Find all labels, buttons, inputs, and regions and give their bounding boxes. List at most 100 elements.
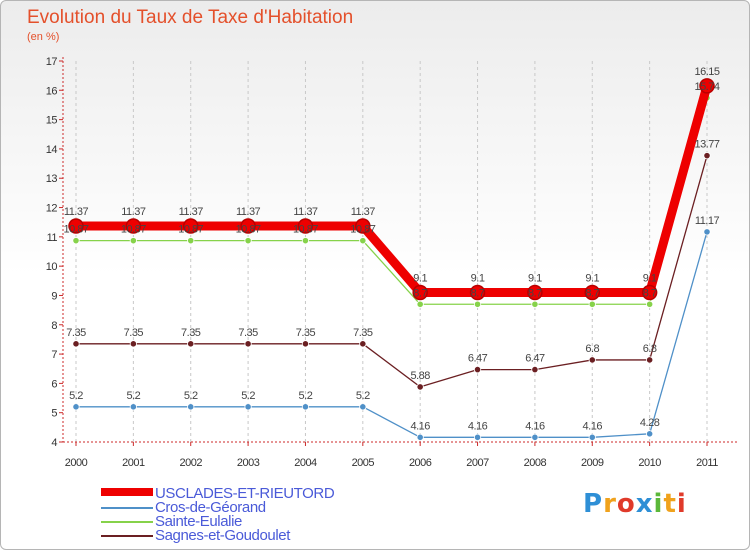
- x-tick-label-2005: 2005: [352, 457, 375, 469]
- data-label-cros-de-g-orand-2002: 5.2: [184, 390, 198, 402]
- data-label-usclades-et-rieutord-2005: 11.37: [351, 206, 376, 218]
- data-label-sainte-eulalie-2011: 15.74: [694, 81, 719, 93]
- x-tick-label-2003: 2003: [237, 457, 260, 469]
- data-label-sainte-eulalie-2004: 10.87: [293, 224, 318, 236]
- data-label-sainte-eulalie-2008: 8.7: [528, 287, 542, 299]
- chart-subtitle: (en %): [27, 31, 60, 43]
- point-sainte-eulalie-2007: [473, 300, 482, 308]
- point-sagnes-et-goudoulet-2007: [473, 366, 482, 374]
- point-sagnes-et-goudoulet-2004: [301, 340, 310, 348]
- logo-letter-6: i: [676, 489, 687, 519]
- data-label-usclades-et-rieutord-2010: 9.1: [643, 273, 657, 285]
- data-label-usclades-et-rieutord-2006: 9.1: [413, 273, 427, 285]
- data-label-cros-de-g-orand-2009: 4.16: [583, 420, 603, 432]
- legend-swatch-usclades: [101, 488, 153, 496]
- legend-swatch-sainte: [101, 521, 153, 523]
- point-sagnes-et-goudoulet-2006: [416, 383, 424, 391]
- logo-letter-5: t: [663, 489, 677, 519]
- x-tick-label-2006: 2006: [409, 457, 432, 469]
- logo-letter-0: P: [583, 489, 604, 519]
- data-label-sagnes-et-goudoulet-2001: 7.35: [124, 327, 144, 339]
- point-cros-de-g-orand-2010: [646, 430, 654, 438]
- y-tick-label-11: 11: [47, 232, 58, 244]
- axis-layer: 4 5 6 7 8 9 10 11 12 13 14 15 16 17 2000 2001 2002 2003 20…: [46, 56, 739, 469]
- data-label-cros-de-g-orand-2004: 5.2: [299, 390, 313, 402]
- data-label-sagnes-et-goudoulet-2010: 6.8: [643, 343, 657, 355]
- data-label-usclades-et-rieutord-2003: 11.37: [236, 206, 261, 218]
- data-label-cros-de-g-orand-2001: 5.2: [126, 390, 140, 402]
- data-label-sainte-eulalie-2003: 10.87: [236, 224, 261, 236]
- point-cros-de-g-orand-2002: [187, 403, 195, 411]
- x-tick-label-2010: 2010: [638, 457, 661, 469]
- point-sagnes-et-goudoulet-2000: [72, 340, 80, 348]
- chart-title: Evolution du Taux de Taxe d'Habitation: [27, 7, 354, 28]
- point-sainte-eulalie-2008: [531, 300, 539, 308]
- data-label-cros-de-g-orand-2003: 5.2: [241, 390, 255, 402]
- series-line-cros-de-g-orand: [76, 231, 708, 438]
- y-tick-label-8: 8: [51, 320, 57, 332]
- point-sagnes-et-goudoulet-2002: [187, 340, 195, 348]
- data-label-sainte-eulalie-2010: 8.7: [643, 287, 657, 299]
- series-line-sagnes-et-goudoulet: [76, 155, 708, 388]
- y-tick-label-7: 7: [51, 349, 57, 361]
- point-cros-de-g-orand-2000: [72, 403, 80, 411]
- data-label-sagnes-et-goudoulet-2006: 5.88: [410, 370, 430, 382]
- y-tick-label-4: 4: [51, 437, 57, 449]
- data-label-layer: 7.35 7.35 7.35 7.35 7.35 7.35 5.88 6.47 6.47 6.8 6…: [63, 66, 720, 432]
- point-sainte-eulalie-2004: [301, 237, 310, 245]
- point-usclades-et-rieutord-2002: [182, 218, 199, 234]
- x-tick-label-2001: 2001: [122, 457, 145, 469]
- legend-label-sainte: Sainte-Eulalie: [155, 513, 242, 530]
- x-tick-label-2007: 2007: [466, 457, 489, 469]
- x-tick-label-2002: 2002: [179, 457, 202, 469]
- legend-label-cros: Cros-de-Géorand: [155, 499, 266, 516]
- data-label-sagnes-et-goudoulet-2008: 6.47: [525, 353, 545, 365]
- data-label-usclades-et-rieutord-2004: 11.37: [293, 206, 318, 218]
- data-label-usclades-et-rieutord-2002: 11.37: [179, 206, 204, 218]
- x-tick-label-2008: 2008: [524, 457, 547, 469]
- data-label-sagnes-et-goudoulet-2009: 6.8: [585, 343, 599, 355]
- data-label-sainte-eulalie-2002: 10.87: [178, 224, 203, 236]
- point-usclades-et-rieutord-2004: [297, 218, 314, 234]
- y-tick-label-10: 10: [46, 261, 58, 273]
- legend-swatch-sagnes: [101, 535, 153, 537]
- data-label-cros-de-g-orand-2007: 4.16: [468, 420, 488, 432]
- y-tick-label-6: 6: [51, 378, 57, 390]
- point-sagnes-et-goudoulet-2003: [244, 340, 252, 348]
- data-label-usclades-et-rieutord-2000: 11.37: [64, 206, 89, 218]
- data-label-cros-de-g-orand-2000: 5.2: [69, 390, 83, 402]
- y-tick-label-9: 9: [51, 290, 57, 302]
- point-cros-de-g-orand-2006: [416, 433, 424, 441]
- point-cros-de-g-orand-2008: [531, 433, 539, 441]
- point-usclades-et-rieutord-2000: [68, 218, 84, 234]
- data-label-sagnes-et-goudoulet-2005: 7.35: [353, 327, 373, 339]
- point-sainte-eulalie-2002: [187, 237, 195, 245]
- point-sagnes-et-goudoulet-2011: [703, 152, 711, 160]
- data-label-sagnes-et-goudoulet-2011: 13.77: [694, 139, 719, 151]
- point-sainte-eulalie-2009: [588, 300, 596, 308]
- data-label-sainte-eulalie-2001: 10.87: [121, 224, 146, 236]
- point-usclades-et-rieutord-2008: [527, 284, 543, 301]
- data-label-cros-de-g-orand-2006: 4.16: [410, 420, 430, 432]
- point-usclades-et-rieutord-2010: [641, 284, 658, 301]
- point-usclades-et-rieutord-2007: [469, 284, 486, 301]
- data-label-sagnes-et-goudoulet-2000: 7.35: [66, 327, 86, 339]
- y-tick-label-14: 14: [46, 144, 58, 156]
- logo-letter-2: o: [616, 489, 636, 519]
- data-label-usclades-et-rieutord-2011: 16.15: [694, 66, 719, 78]
- point-sainte-eulalie-2006: [416, 300, 424, 308]
- point-usclades-et-rieutord-2009: [584, 284, 601, 301]
- legend-swatch-cros: [101, 507, 153, 509]
- series-layer: [68, 78, 715, 441]
- data-label-usclades-et-rieutord-2007: 9.1: [471, 273, 485, 285]
- x-tick-label-2000: 2000: [65, 457, 88, 469]
- data-label-cros-de-g-orand-2011: 11.17: [695, 215, 720, 227]
- point-sagnes-et-goudoulet-2010: [646, 356, 654, 364]
- data-label-sainte-eulalie-2007: 8.7: [471, 287, 485, 299]
- y-tick-label-12: 12: [46, 203, 58, 215]
- data-label-sainte-eulalie-2009: 8.7: [585, 287, 599, 299]
- point-sainte-eulalie-2005: [359, 237, 367, 245]
- data-label-sainte-eulalie-2006: 8.7: [413, 287, 427, 299]
